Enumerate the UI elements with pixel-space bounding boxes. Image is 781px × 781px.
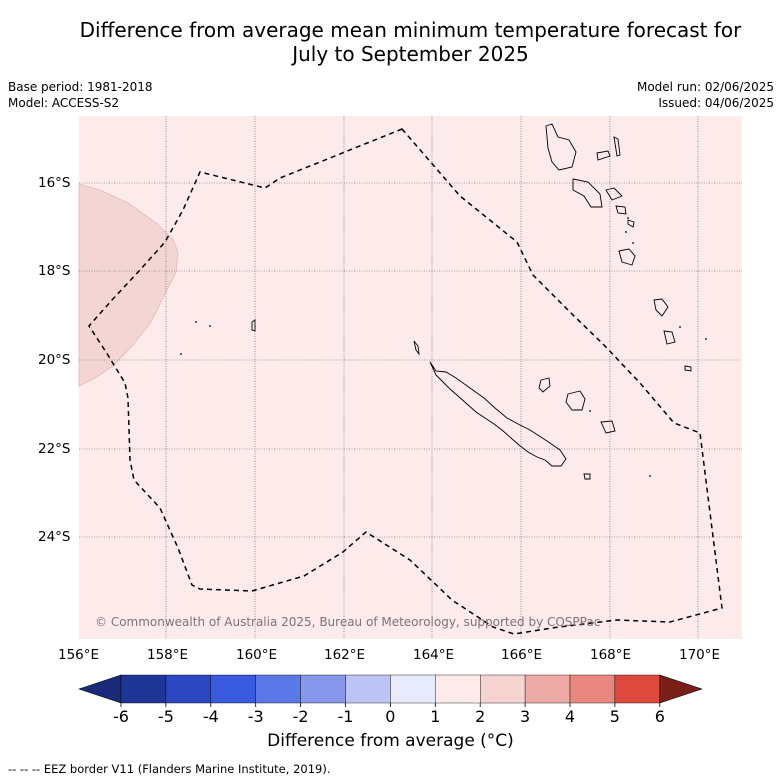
aneityum-island [684, 365, 692, 372]
colorbar-over-arrow [659, 674, 703, 704]
base-period: Base period: 1981-2018 [8, 80, 153, 94]
model-run: Model run: 02/06/2025 [636, 80, 774, 94]
espiritu-santo-island [545, 123, 577, 171]
colorbar-label: Difference from average (°C) [267, 731, 514, 751]
lon-label: 162°E [324, 647, 366, 663]
belep-islands [413, 340, 420, 356]
lon-label: 166°E [501, 647, 543, 663]
lon-label: 170°E [679, 647, 721, 663]
lat-label: 24°S [38, 529, 71, 545]
colorbar-segment [614, 674, 661, 704]
lifou-island [565, 390, 586, 411]
ambae-island [596, 150, 611, 161]
map-title: Difference from average mean minimum tem… [40, 18, 781, 66]
islet-dots [180, 217, 707, 477]
colorbar-segment [435, 674, 481, 704]
lon-label: 160°E [236, 647, 278, 663]
colorbar-tick-label: -1 [338, 707, 354, 726]
colorbar-segment [165, 674, 211, 704]
eez-legend-note: -- -- -- EEZ border V11 (Flanders Marine… [8, 762, 331, 776]
lat-label: 16°S [38, 175, 71, 191]
title-line-1: Difference from average mean minimum tem… [79, 18, 742, 42]
lon-label: 156°E [58, 647, 100, 663]
isle-of-pines [583, 473, 591, 480]
meta-left: Base period: 1981-2018 Model: ACCESS-S2 [8, 79, 153, 111]
colorbar-segment [120, 674, 167, 704]
lat-label: 22°S [38, 441, 71, 457]
colorbar-segment [480, 674, 526, 704]
lon-label: 164°E [413, 647, 455, 663]
colorbar-tick-label: 3 [520, 707, 530, 726]
colorbar-under-arrow [78, 674, 122, 704]
issued-date: Issued: 04/06/2025 [658, 96, 774, 110]
anomaly-patch [78, 183, 179, 387]
colorbar-tick-label: 2 [475, 707, 485, 726]
colorbar-tick-label: -5 [158, 707, 174, 726]
malekula-island [572, 178, 603, 208]
colorbar-tick-label: -2 [293, 707, 309, 726]
colorbar-segment [390, 674, 436, 704]
mare-island [600, 420, 616, 434]
colorbar-tick-label: 1 [430, 707, 440, 726]
lat-label: 20°S [38, 352, 71, 368]
erromango-island [653, 298, 669, 317]
maewo-pentecost-islands [605, 136, 623, 201]
colorbar-tick-label: -4 [203, 707, 219, 726]
colorbar-tick-label: -3 [248, 707, 264, 726]
colorbar-segment [210, 674, 256, 704]
colorbar-segment [255, 674, 301, 704]
eez-border [88, 128, 723, 635]
colorbar-tick-label: 0 [385, 707, 395, 726]
ouvea-island [538, 377, 551, 393]
efate-island [618, 248, 636, 266]
colorbar-segment [569, 674, 616, 704]
colorbar-segment [524, 674, 571, 704]
colorbar: -6 -5 -4 -3 -2 -1 0 1 2 3 4 5 6 [78, 674, 703, 726]
colorbar-tick-label: 6 [655, 707, 665, 726]
chesterfield-islands [251, 319, 256, 332]
colorbar-segment [300, 674, 346, 704]
epi-shepherd-islands [615, 205, 635, 228]
colorbar-segment [345, 674, 391, 704]
lat-label: 18°S [38, 263, 71, 279]
tanna-island [663, 330, 676, 345]
colorbar-tick-label: -6 [113, 707, 129, 726]
meta-right: Model run: 02/06/2025 Issued: 04/06/2025 [637, 79, 774, 111]
lon-label: 168°E [590, 647, 632, 663]
colorbar-tick-label: 4 [565, 707, 575, 726]
copyright-notice: © Commonwealth of Australia 2025, Bureau… [95, 615, 600, 629]
model-name: Model: ACCESS-S2 [8, 96, 120, 110]
title-line-2: July to September 2025 [292, 42, 529, 66]
lon-label: 158°E [147, 647, 189, 663]
map-background [79, 116, 742, 639]
new-caledonia-island [429, 361, 567, 467]
colorbar-tick-label: 5 [610, 707, 620, 726]
